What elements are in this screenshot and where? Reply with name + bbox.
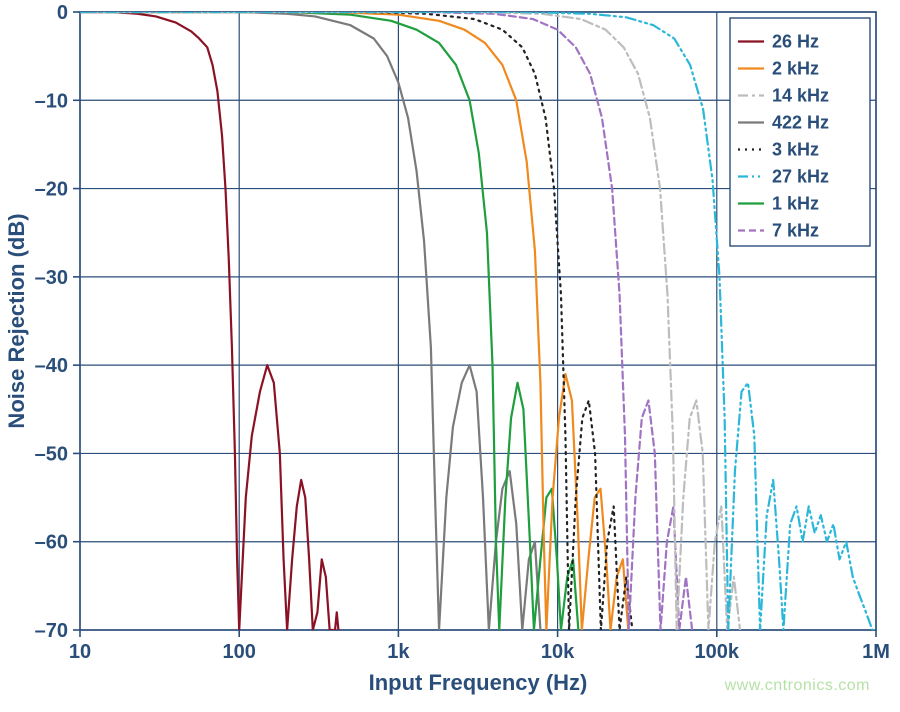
y-tick-label: 0 (57, 2, 68, 24)
x-tick-label: 1M (862, 641, 890, 663)
watermark: www.cntronics.com (724, 677, 870, 694)
y-tick-label: –50 (35, 443, 68, 465)
x-tick-label: 100k (695, 641, 740, 663)
x-tick-label: 10k (541, 641, 575, 663)
x-tick-label: 10 (69, 641, 91, 663)
y-tick-label: –40 (35, 355, 68, 377)
legend-label: 14 kHz (772, 86, 829, 106)
legend-label: 3 kHz (772, 140, 819, 160)
legend-label: 26 Hz (772, 32, 819, 52)
y-axis-label: Noise Rejection (dB) (4, 213, 29, 428)
legend-label: 7 kHz (772, 221, 819, 241)
legend-label: 27 kHz (772, 167, 829, 187)
x-tick-label: 1k (387, 641, 410, 663)
y-tick-label: –30 (35, 267, 68, 289)
x-axis-label: Input Frequency (Hz) (369, 670, 588, 695)
noise-rejection-chart: 10 100 1k 10k 100k 1M 0 –10 –20 –30 –40 –50 –60 –70 In… (0, 0, 900, 712)
y-tick-label: –60 (35, 532, 68, 554)
legend-label: 422 Hz (772, 113, 829, 133)
legend-label: 2 kHz (772, 59, 819, 79)
y-tick-label: –70 (35, 620, 68, 642)
y-tick-label: –10 (35, 90, 68, 112)
y-tick-label: –20 (35, 179, 68, 201)
legend-label: 1 kHz (772, 194, 819, 214)
x-tick-label: 100 (223, 641, 256, 663)
